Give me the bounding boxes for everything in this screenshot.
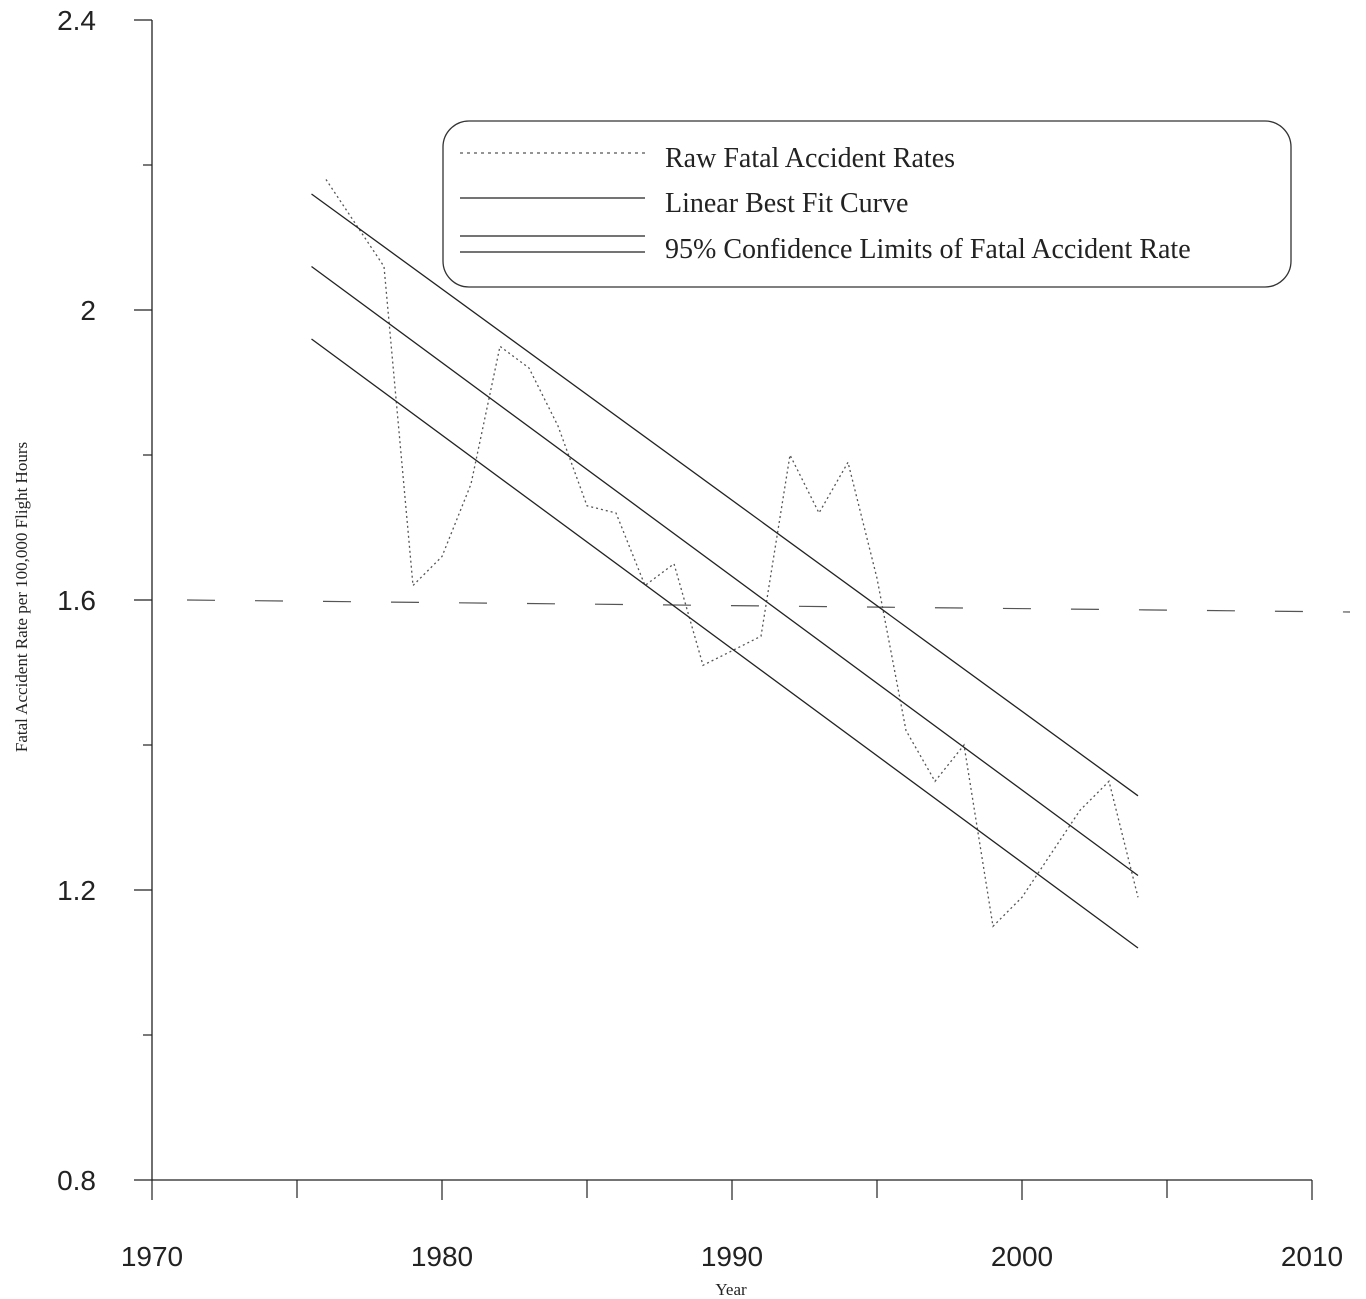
x-axis-title: Year	[715, 1280, 747, 1299]
x-tick-label: 1990	[701, 1241, 763, 1272]
x-tick-label: 2000	[991, 1241, 1053, 1272]
legend-box	[442, 120, 1292, 288]
series-raw-rates	[325, 179, 1139, 928]
series-ci-lower	[311, 338, 1139, 949]
y-tick-label: 2.4	[57, 5, 96, 36]
reference-line-group	[186, 599, 1351, 613]
y-tick-label: 0.8	[57, 1165, 96, 1196]
x-tick-label: 1980	[411, 1241, 473, 1272]
series-ci-upper	[311, 193, 1139, 797]
y-axis-title: Fatal Accident Rate per 100,000 Flight H…	[12, 442, 31, 752]
y-tick-label: 1.2	[57, 875, 96, 906]
legend-label-fit: Linear Best Fit Curve	[665, 188, 908, 219]
y-tick-label: 2	[80, 295, 96, 326]
x-tick-label: 2010	[1281, 1241, 1343, 1272]
series-best-fit	[311, 265, 1139, 877]
legend-label-raw: Raw Fatal Accident Rates	[665, 143, 955, 174]
legend-label-ci: 95% Confidence Limits of Fatal Accident …	[665, 234, 1191, 265]
series-group	[311, 179, 1139, 949]
y-tick-label: 1.6	[57, 585, 96, 616]
x-tick-label: 1970	[121, 1241, 183, 1272]
axes	[134, 19, 1313, 1200]
legend: Raw Fatal Accident Rates Linear Best Fit…	[442, 120, 1292, 288]
reference-line	[186, 599, 1351, 613]
tick-labels: 0.8 1.2 1.6 2 2.4 1970 1980 1990 2000 2010	[57, 5, 1343, 1272]
